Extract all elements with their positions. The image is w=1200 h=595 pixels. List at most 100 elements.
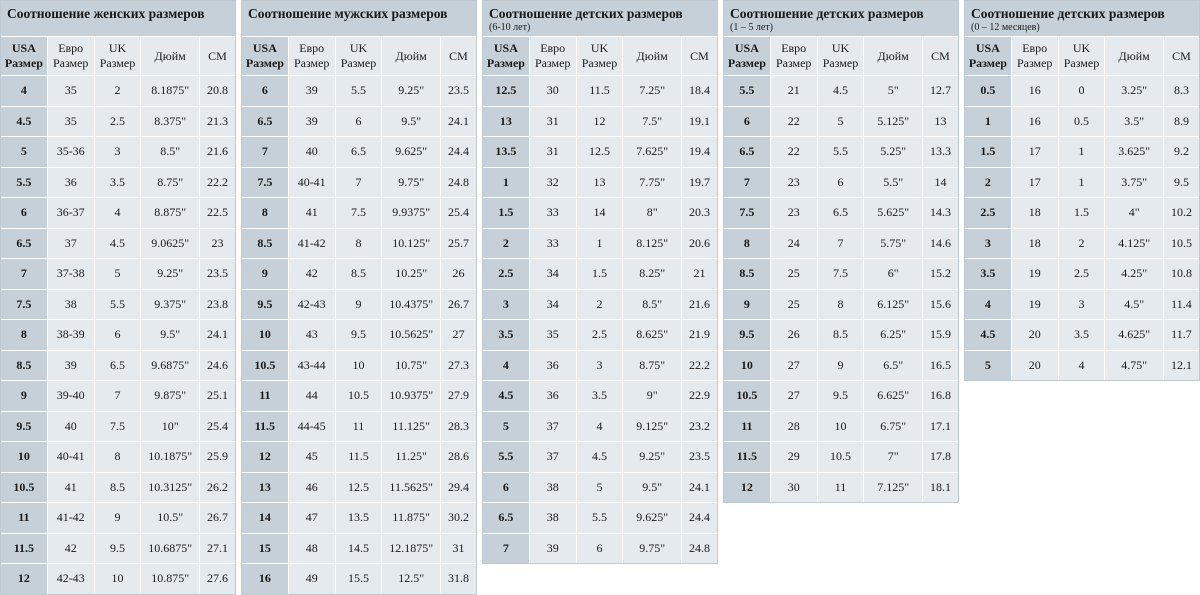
cell-uk-size: 9 <box>817 350 865 381</box>
cell-cm: 27.9 <box>440 381 476 412</box>
cell-euro-size: 41 <box>288 198 336 229</box>
cell-uk-size: 2.5 <box>576 320 624 351</box>
cell-uk-size: 11 <box>817 472 865 502</box>
column-header-row: USA Размер Евро Размер UK Размер Дюйм СМ <box>965 37 1199 76</box>
table-row: 11.5 44-45 11 11.125" 28.3 <box>242 411 476 442</box>
cell-inches: 10.75" <box>382 350 441 381</box>
cell-inches: 6.5" <box>864 350 923 381</box>
cell-inches: 12.5" <box>382 564 441 594</box>
cell-cm: 22.5 <box>199 198 235 229</box>
size-table-kids-6-10: Соотношение детских размеров (6-10 лет) US… <box>482 0 718 564</box>
table-row: 6 22 5 5.125" 13 <box>724 106 958 137</box>
cell-uk-size: 3.5 <box>576 381 624 412</box>
cell-cm: 9.5 <box>1163 167 1199 198</box>
table-row: 4 35 2 8.1875" 20.8 <box>1 76 235 107</box>
cell-inches: 11.875" <box>382 503 441 534</box>
table-row: 7.5 40-41 7 9.75" 24.8 <box>242 167 476 198</box>
cell-uk-size: 5.5 <box>817 137 865 168</box>
cell-cm: 21.9 <box>681 320 717 351</box>
cell-usa-size: 7.5 <box>1 289 48 320</box>
cell-usa-size: 5.5 <box>724 76 771 107</box>
table-row: 6.5 39 6 9.5" 24.1 <box>242 106 476 137</box>
cell-cm: 9.2 <box>1163 137 1199 168</box>
cell-uk-size: 7 <box>335 167 383 198</box>
cell-cm: 24.8 <box>681 533 717 563</box>
cell-usa-size: 11.5 <box>1 533 48 564</box>
cell-uk-size: 10 <box>94 564 142 594</box>
table-row: 6 38 5 9.5" 24.1 <box>483 472 717 503</box>
cell-uk-size: 12 <box>576 106 624 137</box>
cell-euro-size: 28 <box>770 411 818 442</box>
cell-cm: 18.1 <box>922 472 958 502</box>
cell-cm: 27.1 <box>199 533 235 564</box>
cell-euro-size: 42 <box>288 259 336 290</box>
cell-usa-size: 11.5 <box>242 411 289 442</box>
cell-uk-size: 8.5 <box>335 259 383 290</box>
cell-uk-size: 9.5 <box>817 381 865 412</box>
cell-inches: 6.125" <box>864 289 923 320</box>
cell-usa-size: 4.5 <box>1 106 48 137</box>
cell-euro-size: 39-40 <box>47 381 95 412</box>
cell-usa-size: 8 <box>1 320 48 351</box>
column-header-euro-size: Евро Размер <box>47 37 95 76</box>
cell-inches: 8.125" <box>623 228 682 259</box>
table-title: Соотношение мужских размеров <box>248 6 448 21</box>
cell-cm: 22.2 <box>199 167 235 198</box>
column-header-cm: СМ <box>922 37 958 76</box>
column-header-uk-size: UK Размер <box>1058 37 1106 76</box>
cell-cm: 30.2 <box>440 503 476 534</box>
table-row: 16 49 15.5 12.5" 31.8 <box>242 564 476 594</box>
cell-euro-size: 44 <box>288 381 336 412</box>
cell-usa-size: 5 <box>1 137 48 168</box>
column-header-row: USA Размер Евро Размер UK Размер Дюйм СМ <box>483 37 717 76</box>
cell-inches: 5.5" <box>864 167 923 198</box>
column-header-uk-size: UK Размер <box>94 37 142 76</box>
table-row: 6 39 5.5 9.25" 23.5 <box>242 76 476 107</box>
cell-euro-size: 22 <box>770 137 818 168</box>
column-header-inches: Дюйм <box>623 37 682 76</box>
cell-euro-size: 38-39 <box>47 320 95 351</box>
table-row: 6 36-37 4 8.875" 22.5 <box>1 198 235 229</box>
cell-cm: 23.2 <box>681 411 717 442</box>
cell-usa-size: 7 <box>242 137 289 168</box>
column-header-uk-size: UK Размер <box>576 37 624 76</box>
cell-inches: 5.75" <box>864 228 923 259</box>
cell-usa-size: 6.5 <box>1 228 48 259</box>
table-row: 7.5 23 6.5 5.625" 14.3 <box>724 198 958 229</box>
cell-usa-size: 12 <box>724 472 771 502</box>
cell-inches: 8.1875" <box>141 76 200 107</box>
cell-euro-size: 41-42 <box>288 228 336 259</box>
table-row: 2 33 1 8.125" 20.6 <box>483 228 717 259</box>
cell-uk-size: 2.5 <box>94 106 142 137</box>
column-header-euro-size: Евро Размер <box>529 37 577 76</box>
cell-usa-size: 13 <box>483 106 530 137</box>
cell-cm: 27 <box>440 320 476 351</box>
table-row: 8.5 41-42 8 10.125" 25.7 <box>242 228 476 259</box>
cell-cm: 26 <box>440 259 476 290</box>
cell-euro-size: 37-38 <box>47 259 95 290</box>
cell-inches: 8.5" <box>141 137 200 168</box>
cell-inches: 9.625" <box>382 137 441 168</box>
cell-uk-size: 10 <box>335 350 383 381</box>
cell-inches: 7.75" <box>623 167 682 198</box>
cell-uk-size: 0 <box>1058 76 1106 107</box>
cell-cm: 21 <box>681 259 717 290</box>
table-row: 0.5 16 0 3.25" 8.3 <box>965 76 1199 107</box>
column-header-usa-size: USA Размер <box>1 37 48 76</box>
cell-usa-size: 11.5 <box>724 442 771 473</box>
cell-uk-size: 6.5 <box>335 137 383 168</box>
cell-euro-size: 36-37 <box>47 198 95 229</box>
table-row: 1 16 0.5 3.5" 8.9 <box>965 106 1199 137</box>
cell-usa-size: 9.5 <box>1 411 48 442</box>
cell-uk-size: 10.5 <box>817 442 865 473</box>
cell-euro-size: 37 <box>529 411 577 442</box>
table-row: 10.5 27 9.5 6.625" 16.8 <box>724 381 958 412</box>
cell-usa-size: 11 <box>242 381 289 412</box>
cell-uk-size: 7 <box>817 228 865 259</box>
cell-usa-size: 3 <box>483 289 530 320</box>
cell-cm: 24.4 <box>440 137 476 168</box>
cell-uk-size: 9 <box>335 289 383 320</box>
cell-uk-size: 10 <box>817 411 865 442</box>
cell-euro-size: 27 <box>770 381 818 412</box>
cell-cm: 15.6 <box>922 289 958 320</box>
